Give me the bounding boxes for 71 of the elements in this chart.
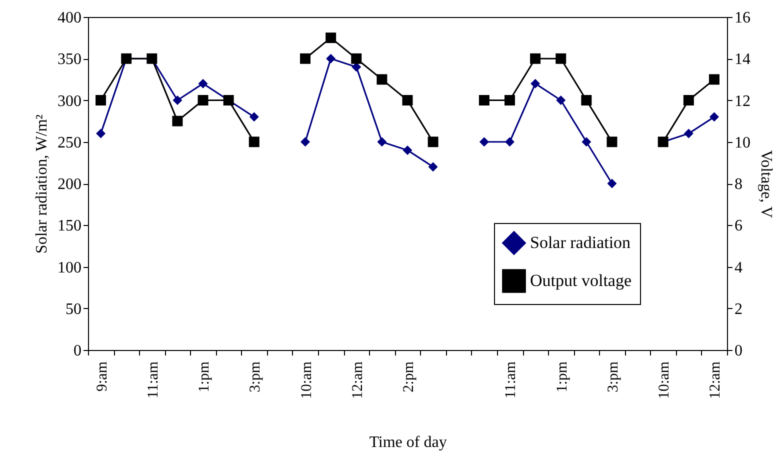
point (248, 136, 260, 148)
x-tick-label: 11:am (145, 361, 162, 398)
point (530, 78, 540, 88)
y-tick-label: 350 (58, 51, 82, 68)
point (198, 78, 208, 88)
y2-tick-label: 8 (734, 176, 742, 193)
point (530, 53, 541, 64)
point (581, 95, 592, 106)
point (708, 74, 720, 85)
y-tick-label: 300 (58, 92, 82, 110)
point (606, 136, 618, 148)
y-tick-label: 250 (58, 134, 82, 152)
point (172, 96, 182, 105)
point (402, 95, 413, 106)
legend-label: Output voltage (530, 271, 632, 290)
point (300, 53, 311, 64)
point (352, 62, 362, 72)
point (478, 95, 490, 106)
point (428, 136, 438, 148)
point (504, 95, 515, 106)
point (556, 53, 566, 64)
y2-tick-label: 2 (734, 300, 742, 318)
point (556, 96, 566, 105)
y2-tick-label: 12 (734, 92, 750, 110)
x-tick-label: 3:pm (248, 361, 264, 392)
point (326, 32, 336, 44)
y2-axis-title: Voltage, V (758, 150, 774, 218)
point (300, 137, 310, 147)
y2-tick-label: 10 (734, 134, 750, 152)
point (504, 137, 514, 147)
y2-tick-label: 16 (734, 10, 750, 26)
point (172, 116, 183, 126)
x-tick-label: 1:pm (554, 361, 570, 392)
y-tick-label: 400 (58, 10, 82, 26)
point (607, 178, 617, 188)
point (326, 54, 336, 64)
y-axis-title: Solar radiation, W/m² (34, 114, 50, 254)
point (351, 53, 362, 64)
y-tick-label: 0 (74, 342, 82, 360)
point (96, 95, 106, 106)
y-tick-label: 100 (58, 259, 82, 276)
x-tick-label: 10:am (656, 361, 673, 399)
point (582, 137, 592, 147)
point (377, 137, 387, 147)
point (683, 95, 694, 106)
y2-tick-label: 6 (734, 218, 742, 235)
point (402, 145, 412, 155)
point (684, 128, 694, 138)
point (96, 128, 106, 138)
x-tick-label: 10:am (298, 361, 315, 399)
y2-tick-label: 4 (734, 259, 742, 276)
point (198, 95, 208, 106)
x-tick-label: 3:pm (605, 361, 622, 392)
y-tick-label: 150 (58, 218, 82, 235)
point (479, 137, 489, 147)
x-tick-label: 12:am (350, 361, 366, 399)
x-tick-label: 11:am (503, 361, 520, 398)
x-tick-label: 9:am (94, 361, 110, 392)
x-tick-label: 1:pm (196, 361, 213, 392)
x-tick-label: 12:am (708, 361, 724, 399)
y2-tick-label: 0 (734, 342, 742, 360)
legend-label: Solar radiation (530, 233, 632, 252)
y2-tick-label: 14 (734, 51, 750, 68)
x-tick-label: 2:pm (401, 361, 417, 392)
point (428, 162, 438, 172)
y-tick-label: 200 (58, 176, 82, 193)
point (376, 74, 388, 85)
point (709, 112, 719, 122)
point (249, 112, 259, 122)
y-tick-label: 50 (66, 300, 82, 318)
x-axis-title: Time of day (369, 434, 447, 451)
